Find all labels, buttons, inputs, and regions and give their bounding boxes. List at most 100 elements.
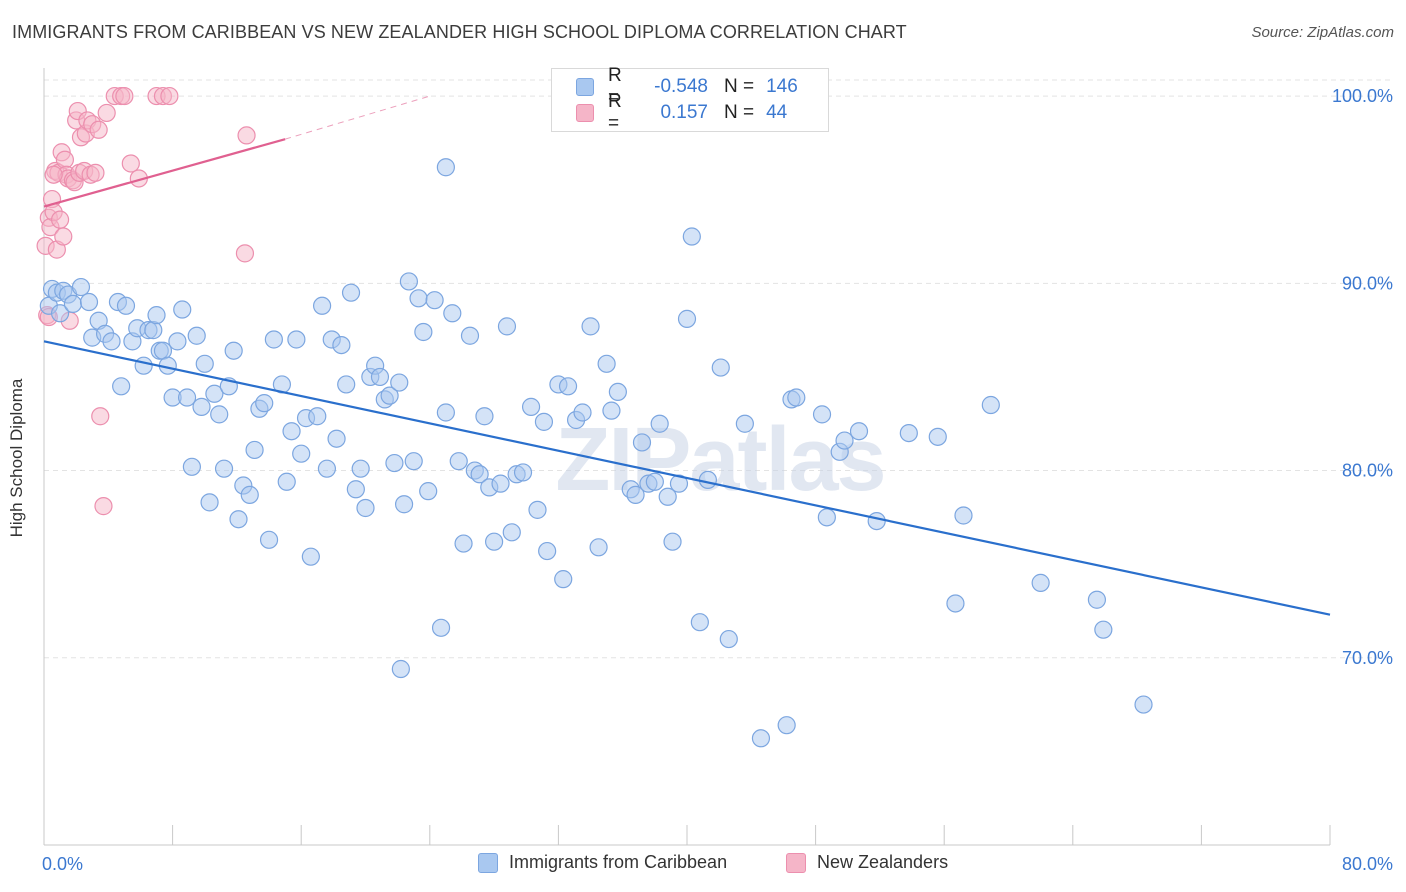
data-point — [735, 414, 754, 433]
data-point — [682, 227, 701, 246]
y-tick-label: 90.0% — [1342, 273, 1393, 293]
source-label: Source: ZipAtlas.com — [1251, 24, 1394, 41]
x-tick-labels: 0.0% 80.0% — [42, 854, 1393, 874]
data-point — [632, 433, 652, 452]
data-point — [404, 452, 423, 471]
data-point — [928, 427, 947, 446]
legend-item-new-zealanders[interactable]: New Zealanders — [786, 852, 948, 873]
n-label: N = — [724, 76, 755, 97]
data-point — [240, 485, 259, 504]
data-point — [301, 547, 320, 566]
data-point — [97, 103, 116, 123]
data-point — [341, 283, 361, 302]
data-point — [787, 388, 806, 407]
x-tick-label: 0.0% — [42, 854, 83, 874]
data-point — [337, 375, 356, 394]
data-point — [460, 326, 480, 345]
data-point — [409, 289, 428, 308]
data-point — [134, 356, 153, 375]
data-point — [394, 495, 414, 514]
stats-legend-row-blue: R = -0.548 N = 146 — [576, 65, 798, 108]
data-point — [558, 377, 578, 396]
data-point — [282, 422, 301, 441]
data-point — [534, 412, 554, 431]
data-point — [160, 86, 179, 106]
data-point — [144, 321, 163, 340]
data-point — [470, 465, 489, 484]
data-point — [312, 296, 332, 315]
data-point — [677, 309, 697, 328]
data-point — [332, 335, 351, 355]
data-point — [50, 304, 70, 323]
data-point — [168, 332, 187, 351]
data-point — [292, 444, 311, 463]
data-point — [399, 272, 419, 291]
data-point — [1087, 590, 1107, 609]
n-value: 146 — [766, 76, 798, 97]
data-point — [245, 440, 264, 460]
data-point — [719, 629, 738, 649]
legend-label-new-zealanders: New Zealanders — [817, 852, 949, 872]
pink-swatch — [576, 104, 594, 122]
data-point — [351, 459, 370, 478]
r-value: 0.157 — [660, 102, 708, 123]
blue-swatch — [576, 78, 594, 96]
data-point — [356, 498, 375, 518]
data-point — [89, 120, 108, 139]
data-point — [443, 304, 462, 323]
data-point — [502, 523, 521, 542]
data-point — [187, 326, 206, 345]
data-point — [50, 210, 70, 229]
data-point — [899, 423, 918, 443]
data-point — [645, 472, 664, 491]
trendline-new-zealanders-extension — [284, 95, 430, 140]
n-label: N = — [724, 102, 755, 123]
data-point — [346, 480, 365, 499]
stats-legend-row-pink: R = 0.157 N = 44 — [576, 91, 787, 134]
data-point — [581, 317, 600, 336]
trendline-new-zealanders — [43, 138, 286, 208]
data-point — [538, 541, 557, 561]
data-point — [177, 388, 197, 407]
y-tick-labels: 70.0% 80.0% 90.0% 100.0% — [1332, 86, 1393, 668]
data-point — [454, 534, 473, 553]
data-point — [690, 613, 709, 632]
r-value: -0.548 — [654, 76, 708, 97]
series-legend: Immigrants from Caribbean New Zealanders — [0, 852, 1406, 878]
data-point — [597, 354, 616, 373]
data-point — [237, 126, 256, 145]
data-point — [71, 277, 91, 297]
data-point — [147, 306, 166, 325]
series-new-zealanders — [36, 86, 256, 516]
data-point — [711, 358, 730, 377]
data-point — [436, 158, 455, 177]
data-point — [287, 330, 306, 349]
data-point — [224, 341, 243, 360]
data-point — [200, 493, 219, 512]
legend-label-caribbean: Immigrants from Caribbean — [509, 852, 728, 872]
data-point — [751, 729, 771, 748]
r-label: R = — [608, 65, 622, 108]
data-point — [812, 405, 832, 424]
data-point — [777, 716, 796, 735]
data-point — [259, 530, 279, 549]
data-point — [235, 244, 255, 263]
data-point — [115, 86, 134, 106]
data-point — [663, 532, 682, 551]
data-point — [173, 300, 192, 319]
trendline-caribbean — [43, 340, 1331, 616]
data-point — [390, 373, 409, 392]
legend-item-caribbean[interactable]: Immigrants from Caribbean — [478, 852, 727, 873]
data-point — [102, 332, 121, 351]
data-point — [698, 470, 717, 490]
stats-legend: R = -0.548 N = 146 R = 0.157 N = 44 — [551, 65, 829, 134]
data-point — [554, 570, 573, 589]
data-point — [602, 401, 621, 420]
data-point — [94, 497, 113, 516]
chart-title: IMMIGRANTS FROM CARIBBEAN VS NEW ZEALAND… — [12, 22, 907, 42]
data-point — [626, 485, 645, 504]
data-point — [44, 165, 63, 184]
data-point — [573, 403, 592, 422]
data-point — [255, 394, 274, 413]
